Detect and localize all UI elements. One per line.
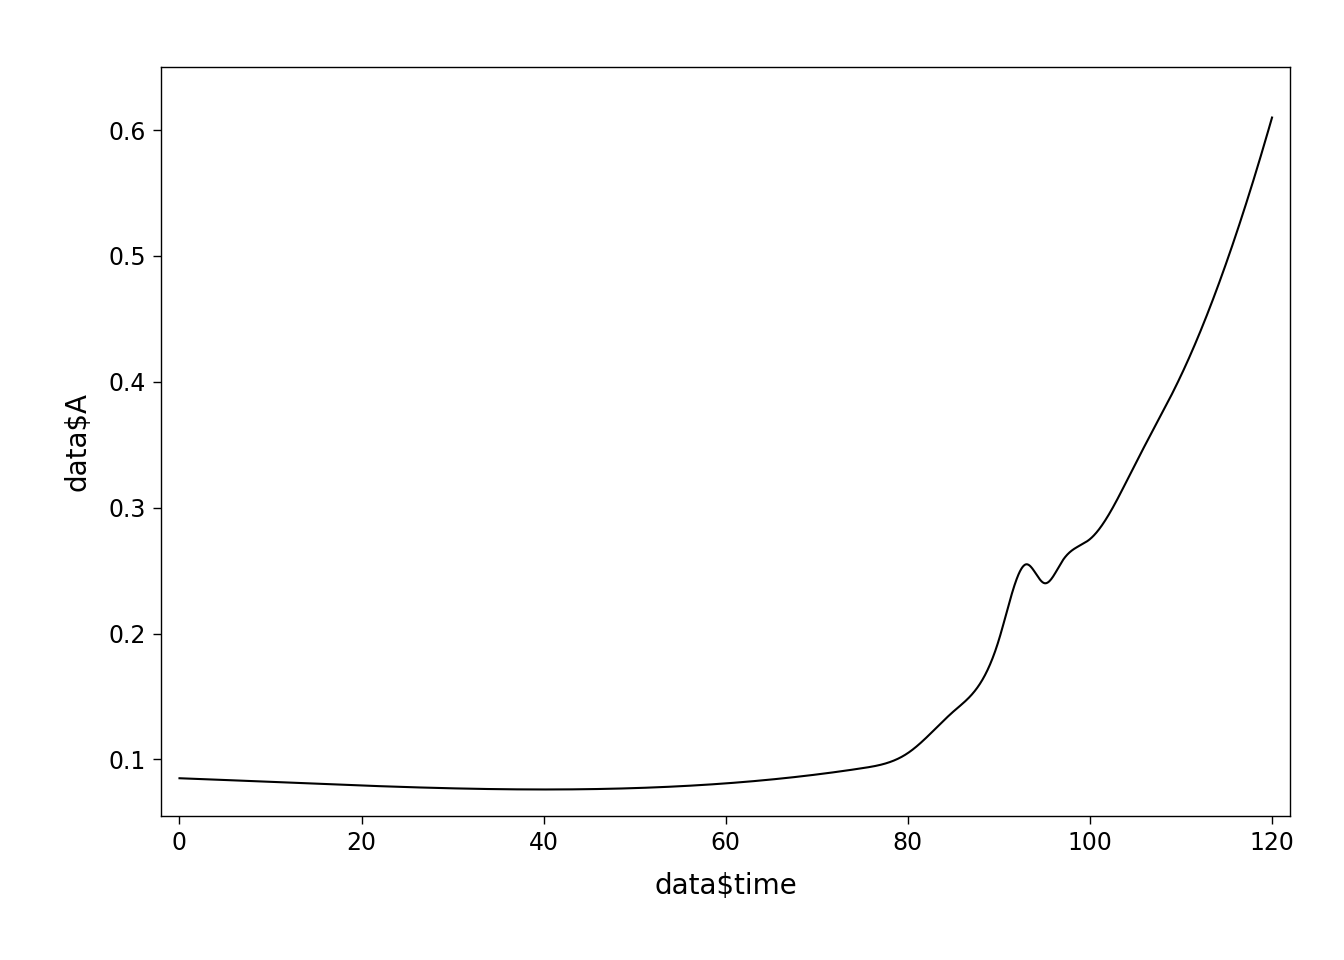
- Y-axis label: data$A: data$A: [63, 392, 91, 492]
- X-axis label: data$time: data$time: [655, 872, 797, 900]
